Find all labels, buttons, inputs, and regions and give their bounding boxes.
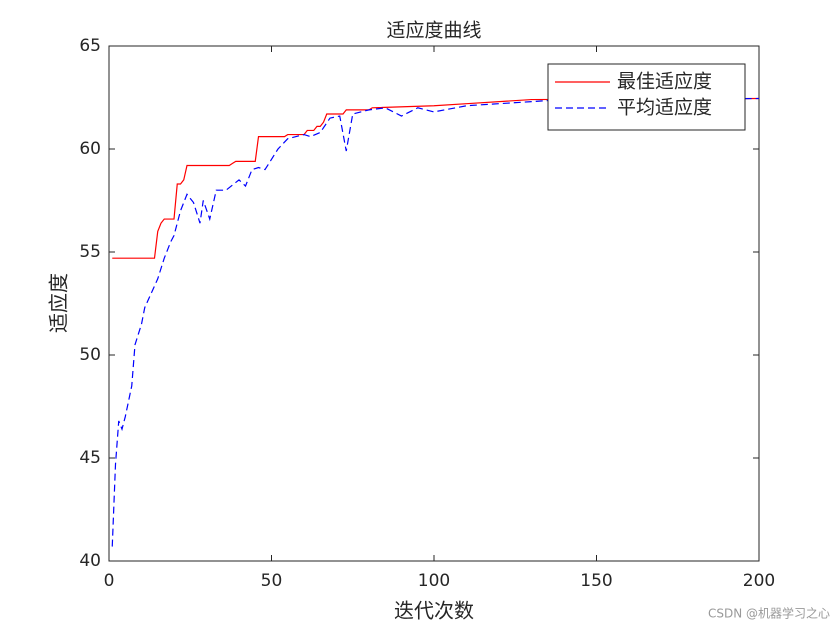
x-tick-label: 100 (418, 571, 450, 591)
chart-title: 适应度曲线 (386, 20, 481, 42)
y-axis-label: 适应度 (47, 273, 71, 333)
y-tick-label: 60 (79, 139, 101, 159)
y-tick-label: 40 (79, 551, 101, 571)
line-series (111, 97, 760, 547)
y-tick-label: 65 (79, 36, 101, 56)
watermark: CSDN @机器学习之心 (708, 606, 830, 621)
y-tick-label: 45 (79, 448, 101, 468)
legend-box (547, 63, 746, 131)
x-tick-label: 200 (743, 571, 775, 591)
plot-area (108, 45, 760, 562)
x-tick-label: 50 (261, 571, 283, 591)
legend-label: 平均适应度 (617, 97, 712, 119)
x-tick-label: 0 (104, 571, 115, 591)
y-tick-label: 50 (79, 345, 101, 365)
x-tick-label: 150 (580, 571, 612, 591)
x-axis-label: 迭代次数 (394, 599, 474, 623)
y-tick-label: 55 (79, 242, 101, 262)
legend-label: 最佳适应度 (617, 71, 712, 93)
line-series (112, 97, 760, 259)
